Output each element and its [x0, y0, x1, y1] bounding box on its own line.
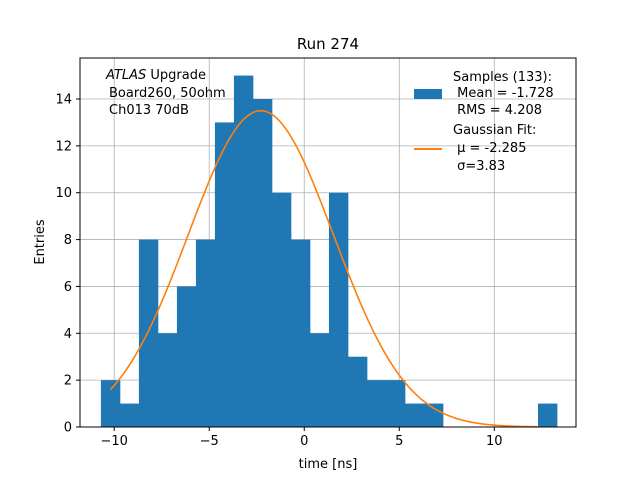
- annotation-atlas: ATLAS: [105, 68, 146, 83]
- legend-samples-line1: Samples (133):: [453, 70, 552, 85]
- annotation-upgrade: Upgrade: [146, 68, 206, 83]
- histogram-bar: [385, 380, 406, 427]
- y-tick-label: 14: [55, 93, 72, 108]
- legend-gaussian-line2: μ = -2.285: [453, 141, 526, 156]
- annotation-line3: Ch013 70dB: [109, 103, 189, 118]
- histogram-bar: [100, 380, 121, 427]
- histogram-bar: [404, 403, 425, 427]
- y-tick-label: 0: [64, 421, 72, 436]
- y-tick-label: 12: [55, 139, 72, 154]
- x-tick-label: 5: [395, 434, 403, 449]
- histogram-bars: [100, 75, 558, 428]
- x-axis-label: time [ns]: [299, 457, 358, 472]
- histogram-bar: [537, 403, 558, 427]
- y-tick-label: 6: [64, 280, 72, 295]
- legend: Samples (133): Mean = -1.728 RMS = 4.208…: [414, 70, 554, 174]
- legend-samples-line3: RMS = 4.208: [453, 103, 542, 118]
- histogram-bar: [157, 333, 178, 427]
- histogram-bar: [214, 122, 235, 427]
- histogram-bar: [119, 403, 140, 427]
- y-tick-label: 8: [64, 233, 72, 248]
- chart-title: Run 274: [297, 35, 359, 53]
- x-axis-ticks: −10 −5 0 5 10: [100, 427, 503, 449]
- x-tick-label: −10: [100, 434, 127, 449]
- legend-gaussian-line3: σ=3.83: [453, 159, 505, 174]
- histogram-bar: [195, 239, 216, 427]
- x-tick-label: 10: [486, 434, 503, 449]
- y-tick-label: 4: [64, 327, 72, 342]
- y-axis-ticks: 0 2 4 6 8 10 12 14: [55, 93, 80, 436]
- histogram-bar: [290, 239, 311, 427]
- histogram-bar: [233, 75, 254, 428]
- legend-samples-line2: Mean = -1.728: [453, 86, 554, 101]
- annotation-line2: Board260, 50ohm: [109, 86, 226, 101]
- histogram-bar: [423, 403, 444, 427]
- x-tick-label: 0: [300, 434, 308, 449]
- legend-swatch-samples: [414, 89, 442, 99]
- gaussian-fit-line: [109, 109, 540, 428]
- x-tick-label: −5: [200, 434, 219, 449]
- y-axis-label: Entries: [33, 219, 48, 265]
- annotation-line1: ATLAS Upgrade: [105, 68, 206, 83]
- histogram-bar: [328, 192, 349, 427]
- plot-frame: [79, 57, 577, 428]
- legend-gaussian-line1: Gaussian Fit:: [453, 123, 536, 138]
- y-tick-label: 10: [55, 186, 72, 201]
- histogram-bar: [271, 192, 292, 427]
- histogram-bar: [347, 356, 368, 427]
- histogram-bar: [176, 286, 197, 427]
- y-tick-label: 2: [64, 374, 72, 389]
- gaussian-fit: [109, 109, 540, 428]
- histogram-bar: [252, 99, 273, 427]
- histogram-bar: [309, 333, 330, 427]
- annotation: ATLAS Upgrade Board260, 50ohm Ch013 70dB: [105, 68, 226, 118]
- histogram-bar: [366, 380, 387, 427]
- histogram-bar: [138, 239, 159, 427]
